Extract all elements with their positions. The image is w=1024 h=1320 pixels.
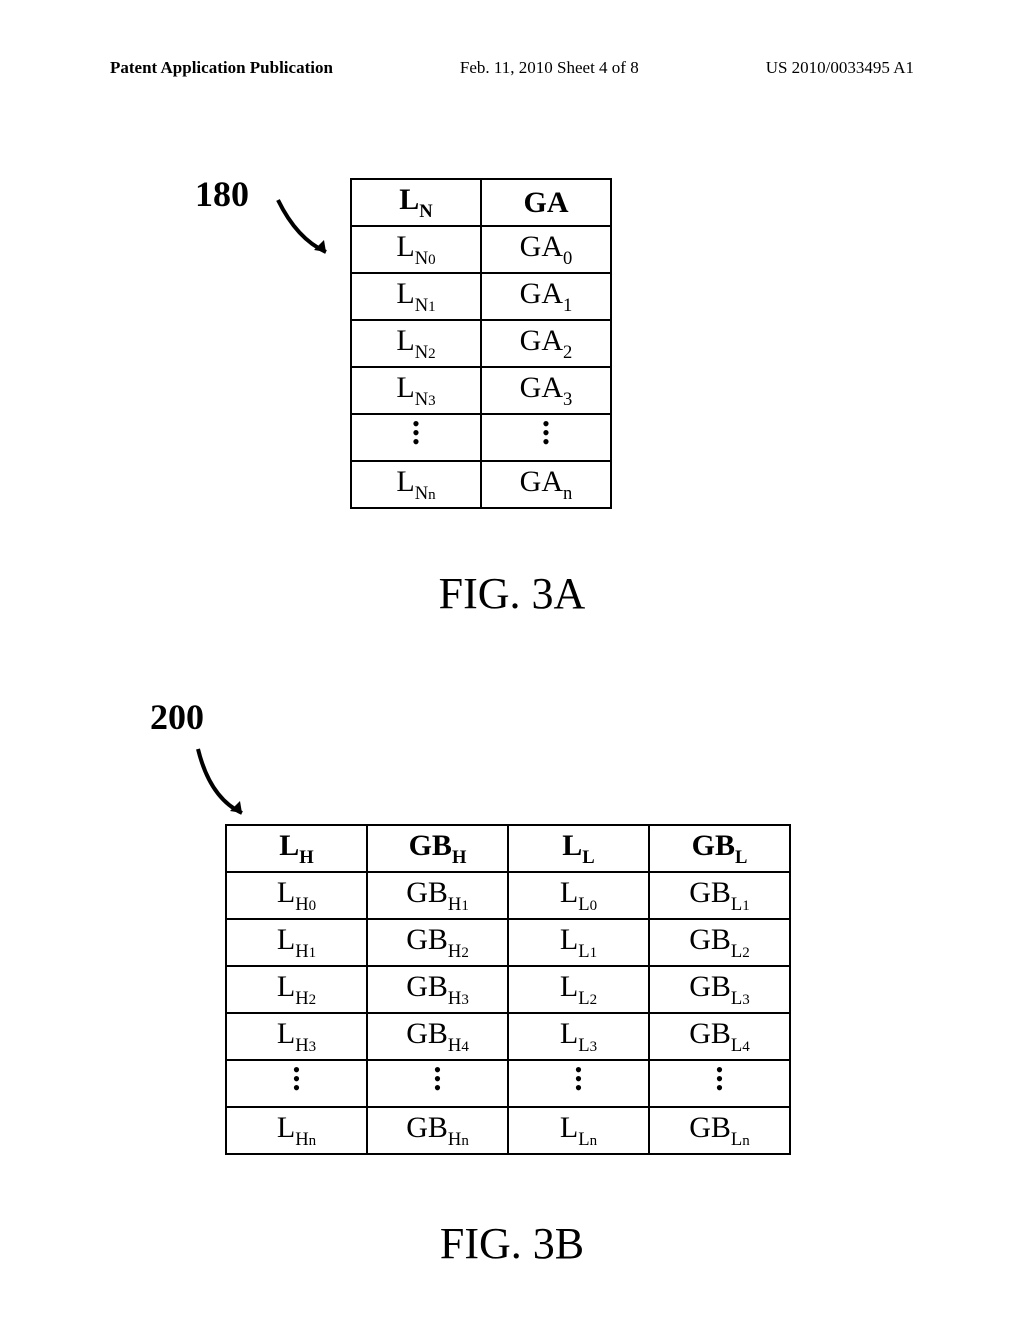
cell: GBL1	[649, 872, 790, 919]
vdots-cell: •••	[351, 414, 481, 461]
cell: GA3	[481, 367, 611, 414]
cell: GBLn	[649, 1107, 790, 1154]
cell: LLn	[508, 1107, 649, 1154]
table-row: LN2 GA2	[351, 320, 611, 367]
table-row: LN GA	[351, 179, 611, 226]
table-180: LN GA LN0 GA0 LN1 GA1 LN2 GA2 LN3 GA3 ••…	[350, 178, 612, 509]
th-ll: LL	[508, 825, 649, 872]
cell: LL3	[508, 1013, 649, 1060]
th-ln: LN	[351, 179, 481, 226]
cell: LN2	[351, 320, 481, 367]
header-center: Feb. 11, 2010 Sheet 4 of 8	[460, 58, 639, 78]
table-row: LN3 GA3	[351, 367, 611, 414]
cell: LHn	[226, 1107, 367, 1154]
table-row: LN0 GA0	[351, 226, 611, 273]
cell: GBH1	[367, 872, 508, 919]
cell: LN0	[351, 226, 481, 273]
table-row: ••• ••• ••• •••	[226, 1060, 790, 1107]
vdots-cell: •••	[649, 1060, 790, 1107]
ref-label-200: 200	[150, 696, 204, 738]
cell: GBL3	[649, 966, 790, 1013]
th-ga: GA	[481, 179, 611, 226]
arrow-200-icon	[190, 743, 280, 828]
table-row: ••• •••	[351, 414, 611, 461]
cell: GBH2	[367, 919, 508, 966]
cell: LL0	[508, 872, 649, 919]
cell: LL1	[508, 919, 649, 966]
cell: LH3	[226, 1013, 367, 1060]
table-row: LHn GBHn LLn GBLn	[226, 1107, 790, 1154]
cell: LH1	[226, 919, 367, 966]
cell: GAn	[481, 461, 611, 508]
vdots-cell: •••	[481, 414, 611, 461]
cell: GBL4	[649, 1013, 790, 1060]
cell: GA1	[481, 273, 611, 320]
table-200: LH GBH LL GBL LH0 GBH1 LL0 GBL1 LH1 GBH2…	[225, 824, 791, 1155]
arrow-180-icon	[272, 194, 352, 269]
cell: GBH3	[367, 966, 508, 1013]
cell: LH2	[226, 966, 367, 1013]
table-row: LN1 GA1	[351, 273, 611, 320]
table-row: LH GBH LL GBL	[226, 825, 790, 872]
table-row: LH0 GBH1 LL0 GBL1	[226, 872, 790, 919]
th-lh: LH	[226, 825, 367, 872]
cell: GBL2	[649, 919, 790, 966]
th-gbh: GBH	[367, 825, 508, 872]
cell: GA2	[481, 320, 611, 367]
header-right: US 2010/0033495 A1	[766, 58, 914, 78]
table-row: LH2 GBH3 LL2 GBL3	[226, 966, 790, 1013]
caption-fig-3a: FIG. 3A	[0, 568, 1024, 619]
cell: LL2	[508, 966, 649, 1013]
cell: GBHn	[367, 1107, 508, 1154]
header-left: Patent Application Publication	[110, 58, 333, 78]
page-content: 180 LN GA LN0 GA0 LN1 GA1 LN2 GA2 LN3 GA…	[0, 78, 1024, 138]
th-gbl: GBL	[649, 825, 790, 872]
ref-label-180: 180	[195, 173, 249, 215]
cell: GBH4	[367, 1013, 508, 1060]
table-row: LNn GAn	[351, 461, 611, 508]
vdots-cell: •••	[367, 1060, 508, 1107]
cell: GA0	[481, 226, 611, 273]
cell: LH0	[226, 872, 367, 919]
page-header: Patent Application Publication Feb. 11, …	[0, 0, 1024, 78]
cell: LN3	[351, 367, 481, 414]
vdots-cell: •••	[226, 1060, 367, 1107]
vdots-cell: •••	[508, 1060, 649, 1107]
caption-fig-3b: FIG. 3B	[0, 1218, 1024, 1269]
cell: LN1	[351, 273, 481, 320]
table-row: LH3 GBH4 LL3 GBL4	[226, 1013, 790, 1060]
cell: LNn	[351, 461, 481, 508]
table-row: LH1 GBH2 LL1 GBL2	[226, 919, 790, 966]
